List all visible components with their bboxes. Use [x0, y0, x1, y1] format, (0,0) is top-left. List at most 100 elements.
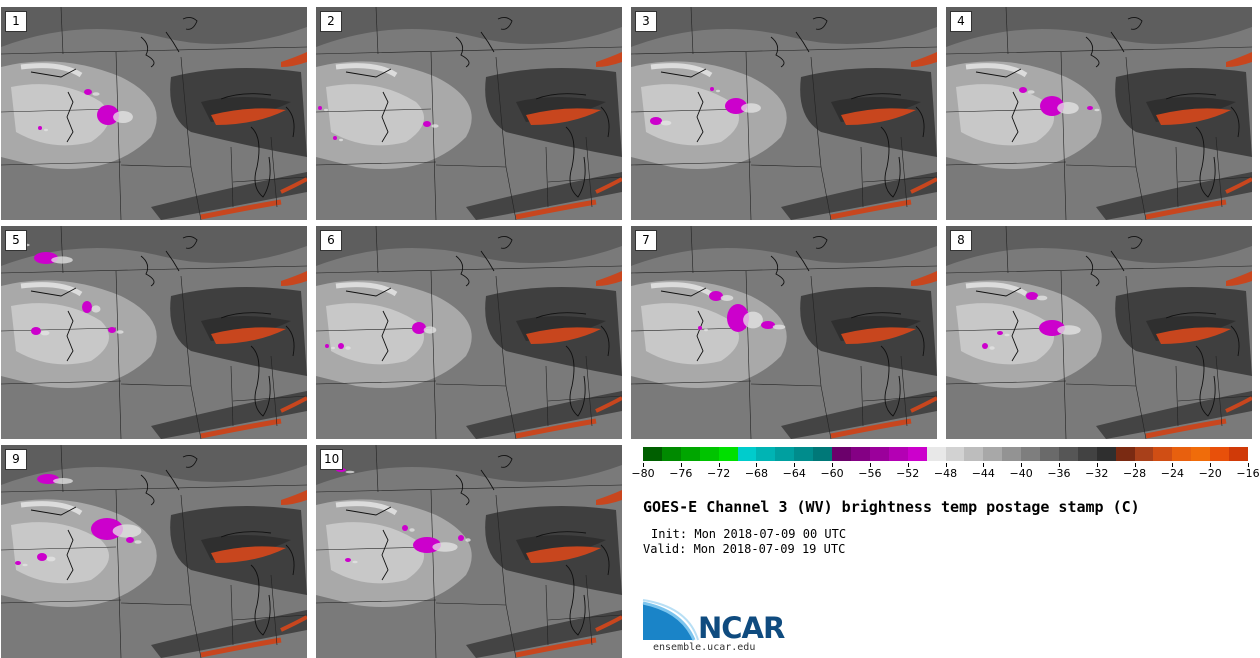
cloud-plume — [134, 540, 142, 544]
colorbar-swatch — [1021, 447, 1041, 461]
map-image — [631, 226, 937, 439]
convective-cell — [1087, 106, 1093, 110]
colorbar-swatch — [1191, 447, 1211, 461]
map-panel: 2 — [316, 7, 622, 220]
convective-cell — [997, 331, 1003, 335]
convective-cell — [84, 89, 92, 95]
panel-label: 10 — [320, 449, 344, 470]
colorbar-tick — [832, 463, 834, 467]
colorbar-swatch — [1153, 447, 1173, 461]
map-panel: 8 — [946, 226, 1252, 439]
map-image — [946, 226, 1252, 439]
convective-cell — [1040, 96, 1064, 116]
colorbar-tick — [1058, 463, 1060, 467]
map-panel: 3 — [631, 7, 937, 220]
map-image — [1, 445, 307, 658]
colorbar-swatch — [699, 447, 719, 461]
colorbar-tick-label: −16 — [1236, 467, 1260, 480]
colorbar-swatch — [1058, 447, 1078, 461]
cloud-plume — [1027, 90, 1035, 94]
colorbar-tick-label: −76 — [669, 467, 693, 480]
colorbar-swatch — [1229, 447, 1248, 461]
convective-cell — [325, 344, 329, 348]
cloud-plume — [1057, 102, 1079, 114]
colorbar-tick-label: −36 — [1047, 467, 1071, 480]
colorbar-swatch — [926, 447, 946, 461]
colorbar-swatch — [983, 447, 1003, 461]
convective-cell — [338, 343, 344, 349]
colorbar-tick — [945, 463, 947, 467]
cloud-plume — [113, 111, 133, 123]
convective-cell — [982, 343, 988, 349]
colorbar-swatch — [1172, 447, 1192, 461]
colorbar-tick-label: −80 — [631, 467, 655, 480]
convective-cell — [38, 126, 42, 130]
convective-cell — [82, 301, 92, 313]
valid-time: Valid: Mon 2018-07-09 19 UTC — [643, 542, 846, 556]
colorbar-tick-label: −68 — [744, 467, 769, 480]
colorbar-swatch — [1134, 447, 1154, 461]
map-image — [1, 7, 307, 220]
colorbar-swatch — [680, 447, 700, 461]
ncar-logo-icon — [642, 599, 699, 641]
panel-label: 6 — [320, 230, 342, 251]
convective-cell — [698, 326, 702, 330]
cloud-plume — [716, 89, 720, 93]
cloud-plume — [331, 346, 335, 350]
colorbar-tick — [983, 463, 985, 467]
cloud-plume — [112, 524, 142, 538]
cloud-plume — [352, 560, 358, 564]
colorbar-tick — [1248, 463, 1249, 467]
convective-cell — [458, 535, 464, 541]
colorbar-tick — [680, 463, 682, 467]
colorbar-tick-label: −56 — [858, 467, 882, 480]
map-panel: 5 — [1, 226, 307, 439]
cloud-plume — [1036, 295, 1048, 301]
convective-cell — [333, 136, 337, 140]
panel-label: 4 — [950, 11, 972, 32]
colorbar-tick-label: −44 — [971, 467, 995, 480]
cloud-plume — [409, 528, 415, 532]
colorbar-tick — [1134, 463, 1136, 467]
convective-cell — [761, 321, 775, 329]
map-image — [946, 7, 1252, 220]
map-panel: 6 — [316, 226, 622, 439]
map-image — [316, 7, 622, 220]
cloud-plume — [704, 328, 708, 332]
colorbar-tick — [1210, 463, 1212, 467]
colorbar-ticks: −80 −76 −72 −68 −64 −60 −56 −52 −48 −44 −40 −36 −32−… — [631, 463, 1260, 483]
map-image — [316, 445, 622, 658]
cloud-plume — [423, 326, 437, 334]
cloud-plume — [660, 120, 672, 126]
colorbar-swatch — [1077, 447, 1097, 461]
convective-cell — [1019, 87, 1027, 93]
convective-cell — [423, 121, 431, 127]
convective-cell — [727, 304, 749, 332]
cloud-plume — [465, 538, 471, 542]
colorbar-tick-label: −52 — [896, 467, 920, 480]
colorbar-tick — [1096, 463, 1098, 467]
cloud-plume — [989, 346, 995, 350]
cloud-plume — [345, 470, 355, 474]
map-image — [631, 7, 937, 220]
colorbar-swatch — [813, 447, 833, 461]
colorbar-swatch — [1096, 447, 1116, 461]
colorbar-tick-label: −40 — [1009, 467, 1033, 480]
panel-label: 9 — [5, 449, 27, 470]
map-panel: 4 — [946, 7, 1252, 220]
colorbar-swatch — [756, 447, 776, 461]
colorbar-swatch — [737, 447, 757, 461]
cloud-plume — [1057, 325, 1081, 335]
colorbar-tick — [643, 463, 644, 467]
colorbar-tick — [869, 463, 871, 467]
cloud-plume — [116, 330, 124, 334]
colorbar-tick — [1172, 463, 1174, 467]
convective-cell — [318, 106, 322, 110]
colorbar-swatch — [1002, 447, 1022, 461]
init-time: Init: Mon 2018-07-09 00 UTC — [651, 527, 847, 541]
cloud-plume — [324, 108, 328, 112]
cloud-plume — [51, 256, 73, 264]
colorbar-swatch — [832, 447, 851, 461]
panel-label: 8 — [950, 230, 972, 251]
ncar-logo-text: NCAR — [698, 611, 785, 645]
